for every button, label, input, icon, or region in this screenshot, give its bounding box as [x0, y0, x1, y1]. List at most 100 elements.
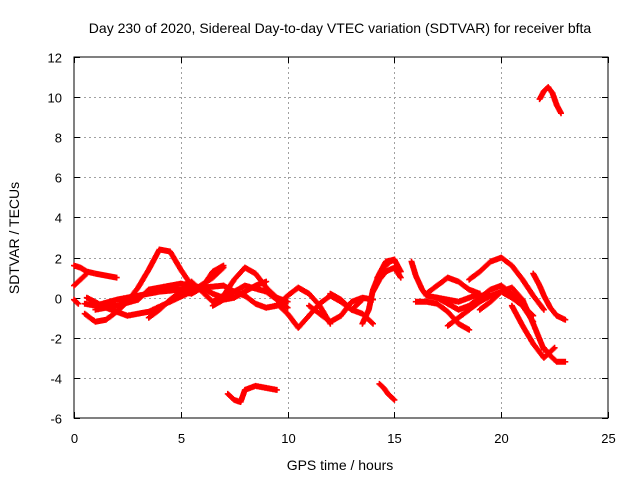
data-point: [444, 315, 461, 329]
data-point: [508, 294, 525, 308]
series-arc-ad: [376, 380, 398, 403]
x-tick-label: 5: [178, 431, 185, 446]
data-point: [338, 296, 354, 312]
data-point: [408, 258, 419, 278]
data-point: [135, 287, 151, 303]
data-point: [374, 265, 386, 281]
y-tick-label: 4: [55, 211, 62, 226]
axis-ticks: 0 5 10 15 20 25 -6 -4 -2 0 2 4 6 8 10 12: [48, 51, 616, 447]
data-point: [376, 269, 388, 283]
data-point: [466, 295, 482, 309]
series-arc-ac: [224, 382, 280, 405]
data-point: [77, 270, 90, 283]
x-tick-label: 20: [494, 431, 508, 446]
data-point: [553, 312, 569, 323]
data-point: [466, 299, 482, 313]
y-tick-label: 8: [55, 131, 62, 146]
data-series: [71, 84, 569, 405]
data-point: [370, 277, 382, 295]
data-point: [455, 278, 471, 292]
series-arc-ab: [536, 84, 564, 117]
data-point: [476, 287, 493, 301]
data-point: [167, 248, 183, 272]
data-point: [199, 288, 215, 304]
data-point: [263, 284, 279, 300]
data-point: [103, 272, 120, 281]
data-point: [423, 283, 439, 297]
data-point: [487, 289, 504, 305]
data-point: [385, 390, 395, 400]
data-point: [348, 296, 366, 313]
data-point: [387, 256, 398, 265]
data-point: [295, 313, 311, 331]
data-point: [498, 254, 514, 268]
y-tick-label: 2: [55, 252, 62, 267]
data-point: [455, 320, 473, 333]
data-point: [466, 269, 482, 283]
chart-title: Day 230 of 2020, Sidereal Day-to-day VTE…: [89, 20, 592, 36]
data-point: [376, 380, 386, 390]
data-point: [530, 292, 547, 313]
y-tick-label: 10: [48, 91, 62, 106]
x-tick-label: 25: [601, 431, 615, 446]
y-tick-label: 0: [55, 292, 62, 307]
data-point: [71, 296, 82, 307]
series-arc-q: [374, 256, 398, 281]
data-point: [412, 272, 425, 292]
data-point: [224, 390, 237, 402]
series-arc-z: [530, 270, 569, 323]
series-arc-x: [476, 284, 547, 353]
data-point: [530, 270, 542, 288]
y-tick-label: -4: [50, 372, 62, 387]
series-arc-c: [71, 296, 82, 307]
data-point: [540, 344, 553, 358]
data-point: [273, 300, 290, 316]
series-arc-h: [145, 262, 227, 321]
series-arc-a: [71, 262, 120, 281]
series-arc-n: [327, 290, 366, 313]
series-arc-s: [412, 298, 473, 333]
data-point: [389, 394, 398, 403]
data-point: [199, 269, 215, 291]
x-tick-label: 15: [387, 431, 401, 446]
data-point: [519, 276, 536, 298]
data-point: [252, 278, 270, 289]
data-point: [135, 267, 151, 291]
data-point: [545, 84, 555, 95]
x-tick-label: 0: [71, 431, 78, 446]
data-point: [466, 286, 483, 297]
data-point: [553, 102, 564, 117]
series-arc-b: [71, 270, 90, 289]
data-point: [434, 300, 450, 314]
y-tick-label: 12: [48, 51, 62, 66]
data-point: [145, 307, 162, 321]
data-point: [476, 259, 493, 275]
x-tick-label: 10: [281, 431, 295, 446]
data-point: [188, 278, 205, 294]
data-point: [156, 297, 173, 313]
data-point: [263, 384, 280, 393]
data-point: [209, 262, 227, 275]
data-point: [241, 292, 258, 306]
data-point: [519, 322, 536, 346]
data-point: [476, 299, 493, 313]
y-tick-label: -2: [50, 332, 62, 347]
y-tick-label: 6: [55, 171, 62, 186]
series-arc-p: [370, 264, 404, 295]
data-point: [455, 307, 471, 321]
series-arc-w: [466, 254, 547, 313]
data-point: [547, 352, 559, 364]
data-point: [71, 277, 83, 289]
data-point: [306, 302, 322, 316]
data-point: [553, 358, 569, 365]
y-tick-label: -6: [50, 412, 62, 427]
series-arc-t: [423, 274, 483, 297]
data-point: [284, 310, 301, 330]
data-point: [359, 308, 372, 327]
data-point: [519, 296, 536, 326]
data-point: [547, 304, 559, 318]
data-point: [508, 284, 525, 302]
y-axis-title: SDTVAR / TECUs: [6, 182, 22, 294]
